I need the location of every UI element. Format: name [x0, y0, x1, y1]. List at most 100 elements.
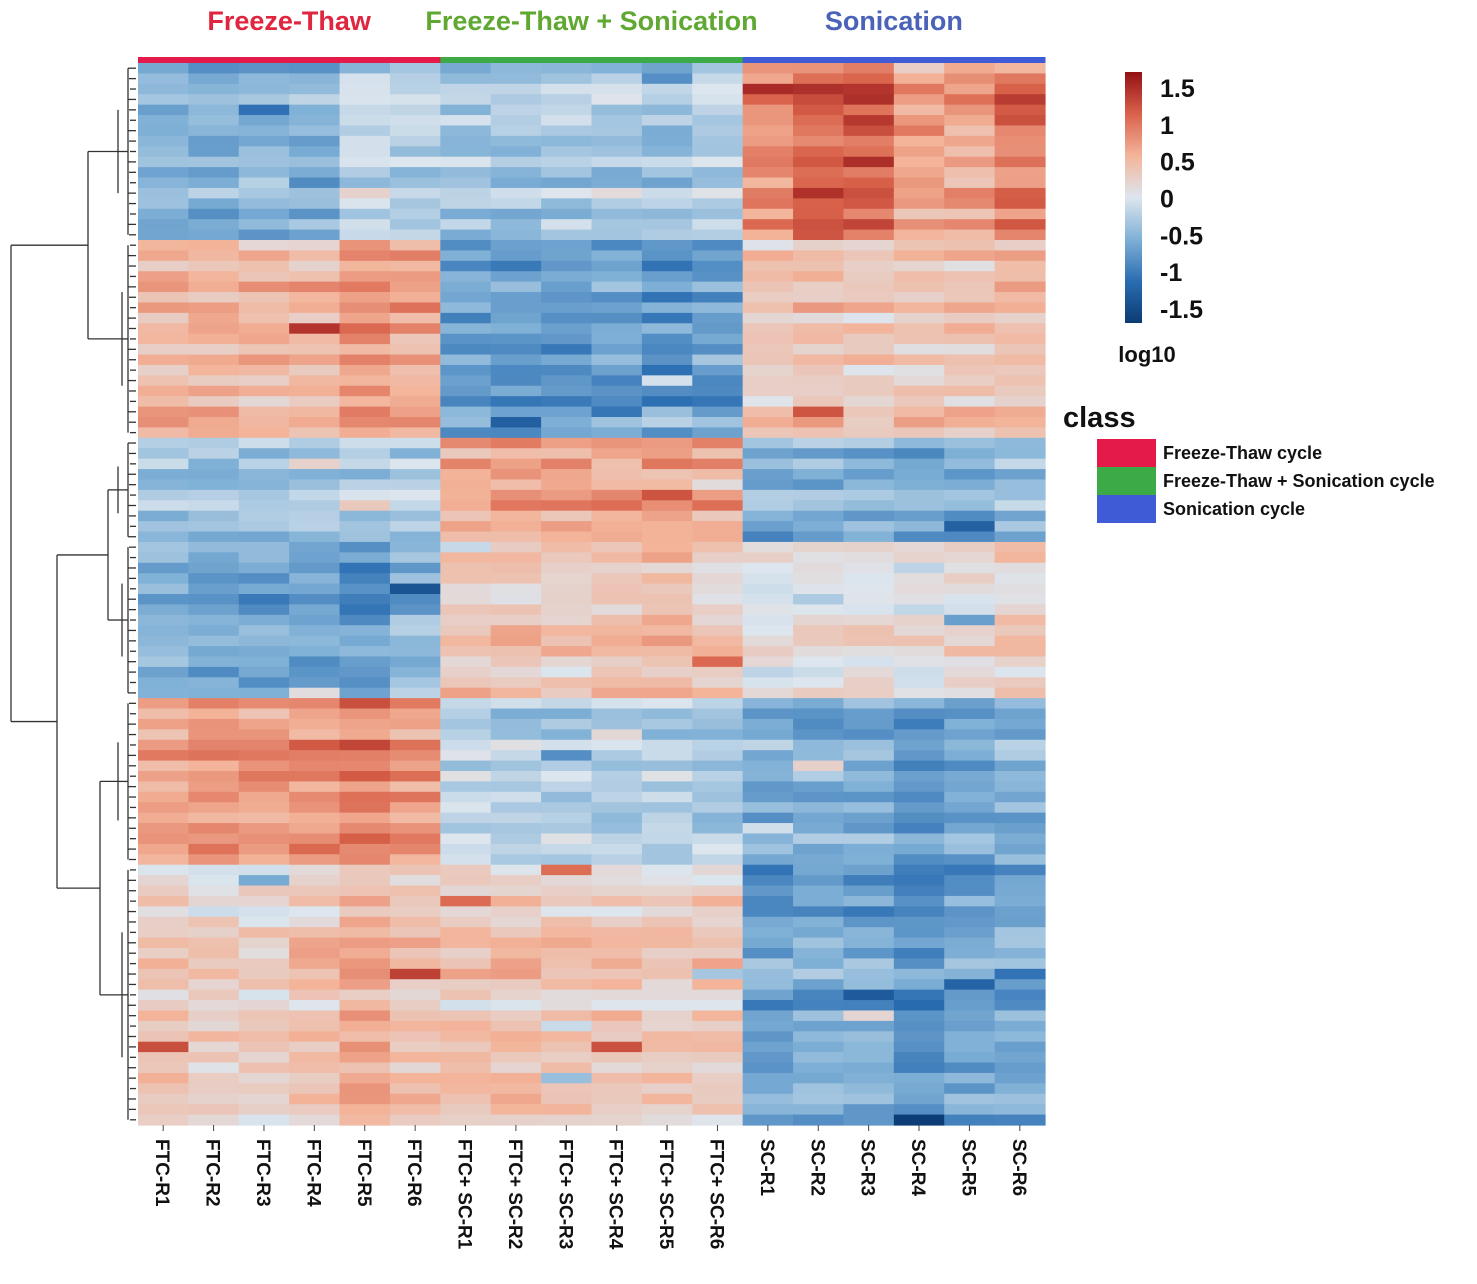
heatmap-cell: [944, 156, 996, 168]
heatmap-cell: [641, 781, 693, 793]
heatmap-cell: [742, 968, 794, 980]
heatmap-cell: [591, 489, 643, 501]
heatmap-cell: [490, 916, 542, 928]
heatmap-cell: [994, 354, 1046, 366]
heatmap-cell: [641, 281, 693, 293]
heatmap-cell: [793, 344, 845, 356]
heatmap-cell: [490, 760, 542, 772]
heatmap-cell: [994, 177, 1046, 189]
heatmap-cell: [138, 875, 189, 887]
heatmap-cell: [893, 916, 945, 928]
heatmap-cell: [238, 1010, 290, 1022]
heatmap-cell: [138, 698, 189, 710]
heatmap-cell: [893, 208, 945, 220]
heatmap-cell: [490, 73, 542, 85]
heatmap-cell: [339, 718, 391, 730]
heatmap-cell: [541, 187, 593, 199]
heatmap-cell: [641, 510, 693, 522]
heatmap-cell: [188, 1104, 240, 1116]
heatmap-cell: [389, 458, 441, 470]
heatmap-cell: [692, 729, 744, 741]
heatmap-cell: [339, 885, 391, 897]
heatmap-cell: [389, 583, 441, 595]
heatmap-cell: [692, 344, 744, 356]
heatmap-cell: [138, 583, 189, 595]
heatmap-cell: [490, 614, 542, 626]
heatmap-cell: [893, 1041, 945, 1053]
heatmap-cell: [188, 292, 240, 304]
heatmap-cell: [843, 843, 895, 855]
heatmap-cell: [238, 292, 290, 304]
heatmap-cell: [188, 573, 240, 585]
heatmap-cell: [591, 364, 643, 376]
heatmap-cell: [138, 219, 189, 231]
heatmap-cell: [641, 843, 693, 855]
heatmap-cell: [742, 698, 794, 710]
heatmap-cell: [893, 843, 945, 855]
heatmap-cell: [591, 437, 643, 449]
heatmap-cell: [591, 94, 643, 106]
heatmap-cell: [641, 156, 693, 168]
heatmap-cell: [440, 916, 492, 928]
heatmap-cell: [793, 562, 845, 574]
heatmap-cell: [944, 344, 996, 356]
heatmap-cell: [742, 885, 794, 897]
heatmap-cell: [944, 718, 996, 730]
heatmap-cell: [893, 708, 945, 720]
heatmap-cell: [692, 167, 744, 179]
heatmap-cell: [389, 260, 441, 272]
heatmap-cell: [994, 906, 1046, 918]
heatmap-cell: [490, 1052, 542, 1064]
heatmap-cell: [541, 750, 593, 762]
heatmap-cell: [843, 698, 895, 710]
heatmap-cell: [188, 240, 240, 252]
heatmap-cell: [893, 1031, 945, 1043]
heatmap-cell: [641, 1020, 693, 1032]
heatmap-cell: [490, 729, 542, 741]
heatmap-cell: [490, 1041, 542, 1053]
heatmap-cell: [339, 250, 391, 262]
heatmap-cell: [692, 302, 744, 314]
heatmap-cell: [591, 1010, 643, 1022]
heatmap-cell: [641, 500, 693, 512]
heatmap-cell: [289, 396, 341, 408]
heatmap-cell: [339, 833, 391, 845]
heatmap-cell: [793, 1114, 845, 1126]
heatmap-cell: [541, 531, 593, 543]
heatmap-cell: [793, 750, 845, 762]
heatmap-cell: [944, 1093, 996, 1105]
heatmap-cell: [994, 187, 1046, 199]
heatmap-cell: [641, 718, 693, 730]
heatmap-cell: [641, 625, 693, 637]
heatmap-cell: [238, 437, 290, 449]
heatmap-cell: [692, 1114, 744, 1126]
heatmap-cell: [843, 552, 895, 564]
heatmap-cell: [641, 219, 693, 231]
heatmap-cell: [793, 833, 845, 845]
heatmap-cell: [541, 1072, 593, 1084]
heatmap-cell: [238, 989, 290, 1001]
heatmap-cell: [188, 927, 240, 939]
heatmap-cell: [289, 646, 341, 658]
heatmap-cell: [440, 479, 492, 491]
heatmap-cell: [793, 94, 845, 106]
colorbar-tick-label: 1: [1160, 112, 1174, 140]
heatmap-cell: [994, 146, 1046, 158]
heatmap-cell: [793, 323, 845, 335]
heatmap-cell: [793, 843, 845, 855]
heatmap-cell: [440, 979, 492, 991]
heatmap-cell: [440, 552, 492, 564]
heatmap-cell: [793, 802, 845, 814]
heatmap-cell: [188, 1072, 240, 1084]
heatmap-cell: [843, 708, 895, 720]
heatmap-cell: [591, 250, 643, 262]
heatmap-cell: [389, 937, 441, 949]
heatmap-cell: [289, 510, 341, 522]
heatmap-cell: [692, 958, 744, 970]
heatmap-cell: [591, 198, 643, 210]
heatmap-cell: [692, 843, 744, 855]
heatmap-cell: [692, 916, 744, 928]
heatmap-cell: [641, 906, 693, 918]
heatmap-cell: [843, 979, 895, 991]
